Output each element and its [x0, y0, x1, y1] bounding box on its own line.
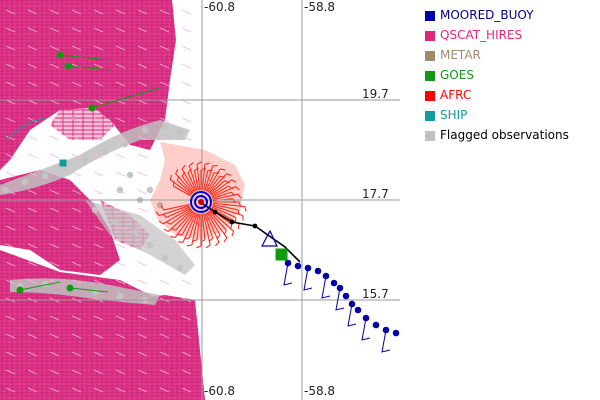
storm-center-marker — [190, 191, 212, 213]
longitude-label-top-1: -60.8 — [204, 0, 236, 14]
goes-observations — [16, 51, 288, 294]
legend-item-metar[interactable]: METAR — [424, 46, 600, 66]
legend-label-moored-buoy: MOORED_BUOY — [440, 8, 534, 22]
legend-swatch-goes — [425, 71, 435, 81]
legend-item-afrc[interactable]: AFRC — [424, 86, 600, 106]
longitude-label-top-2: -58.8 — [304, 0, 336, 14]
legend-swatch-ship — [425, 111, 435, 121]
legend-label-goes: GOES — [440, 68, 474, 82]
legend-label-flagged-observations: Flagged observations — [440, 128, 569, 142]
latitude-label-1: 19.7 — [362, 87, 389, 101]
flagged-observation-dots — [1, 122, 184, 304]
map-panel[interactable]: -60.8 -58.8 19.7 17.7 15.7 -60.8 -58.8 — [0, 0, 400, 400]
moored-buoy-observations — [261, 229, 400, 353]
legend-item-qscat-hires[interactable]: QSCAT_HIRES — [424, 26, 600, 46]
legend-label-metar: METAR — [440, 48, 481, 62]
legend-item-flagged-observations[interactable]: Flagged observations — [424, 126, 600, 146]
legend-item-moored-buoy[interactable]: MOORED_BUOY — [424, 6, 600, 26]
legend-swatch-afrc — [425, 91, 435, 101]
observation-map[interactable] — [0, 0, 400, 400]
legend-label-afrc: AFRC — [440, 88, 472, 102]
ship-observations — [4, 117, 67, 167]
legend-swatch-metar — [425, 51, 435, 61]
longitude-label-bottom-2: -58.8 — [304, 384, 336, 398]
afrc-wind-barbs — [150, 142, 247, 249]
observation-legend: MOORED_BUOY QSCAT_HIRES METAR GOES AFRC … — [424, 6, 600, 146]
legend-swatch-flagged-observations — [425, 131, 435, 141]
legend-swatch-qscat-hires — [425, 31, 435, 41]
wind-barb-lines — [5, 9, 192, 393]
legend-item-ship[interactable]: SHIP — [424, 106, 600, 126]
legend-label-qscat-hires: QSCAT_HIRES — [440, 28, 523, 42]
legend-item-goes[interactable]: GOES — [424, 66, 600, 86]
latitude-label-3: 15.7 — [362, 287, 389, 301]
legend-swatch-moored-buoy — [425, 11, 435, 21]
legend-label-ship: SHIP — [440, 108, 468, 122]
latitude-label-2: 17.7 — [362, 187, 389, 201]
longitude-label-bottom-1: -60.8 — [204, 384, 236, 398]
